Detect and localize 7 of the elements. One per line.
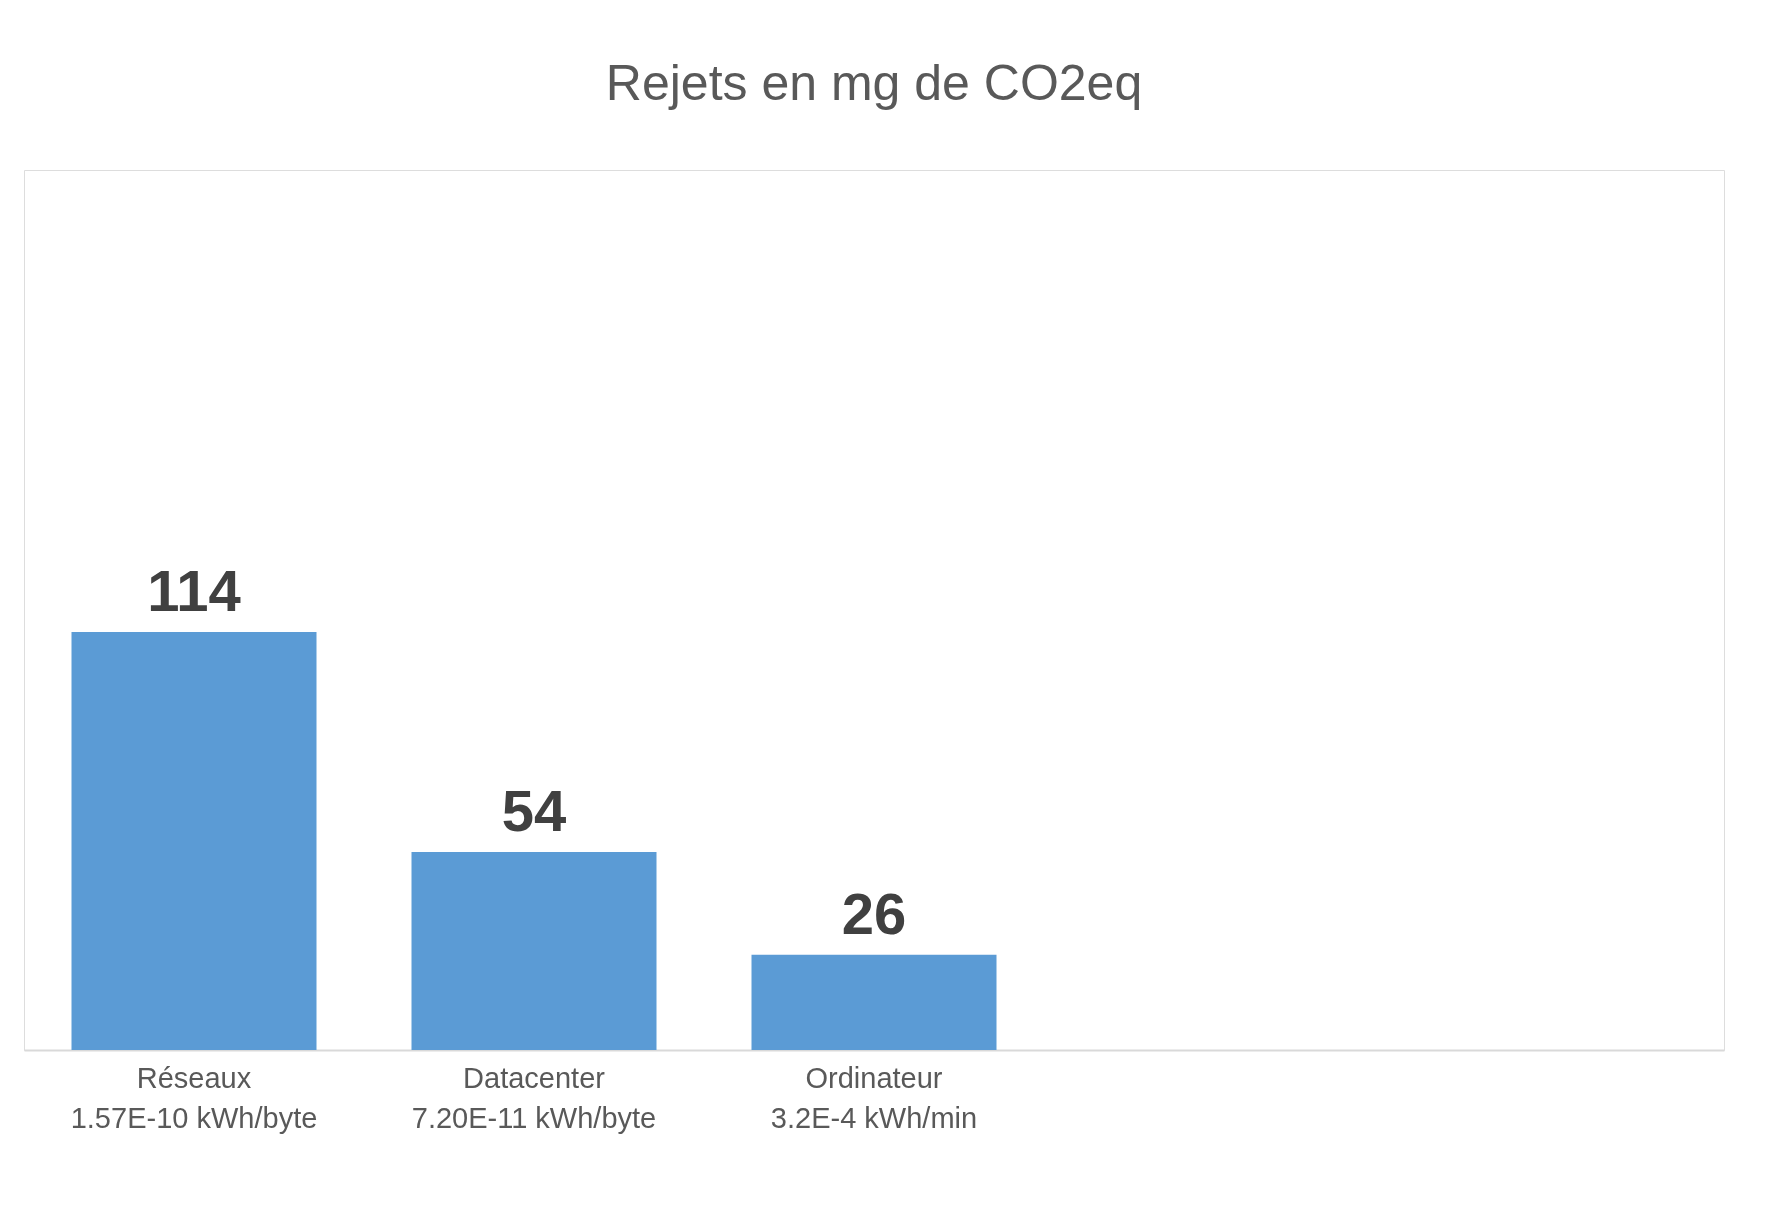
- data-label: 54: [501, 778, 567, 843]
- x-tick-label: Réseaux 1.57E-10 kWh/byte: [70, 1061, 318, 1134]
- chart-title: Rejets en mg de CO2eq: [605, 55, 1143, 111]
- x-tick-label: Ordinateur 3.2E-4 kWh/min: [770, 1061, 978, 1134]
- data-label: 26: [841, 880, 907, 946]
- x-tick-label: Datacenter 7.20E-11 kWh/byte: [411, 1061, 657, 1134]
- data-label: 114: [147, 558, 241, 623]
